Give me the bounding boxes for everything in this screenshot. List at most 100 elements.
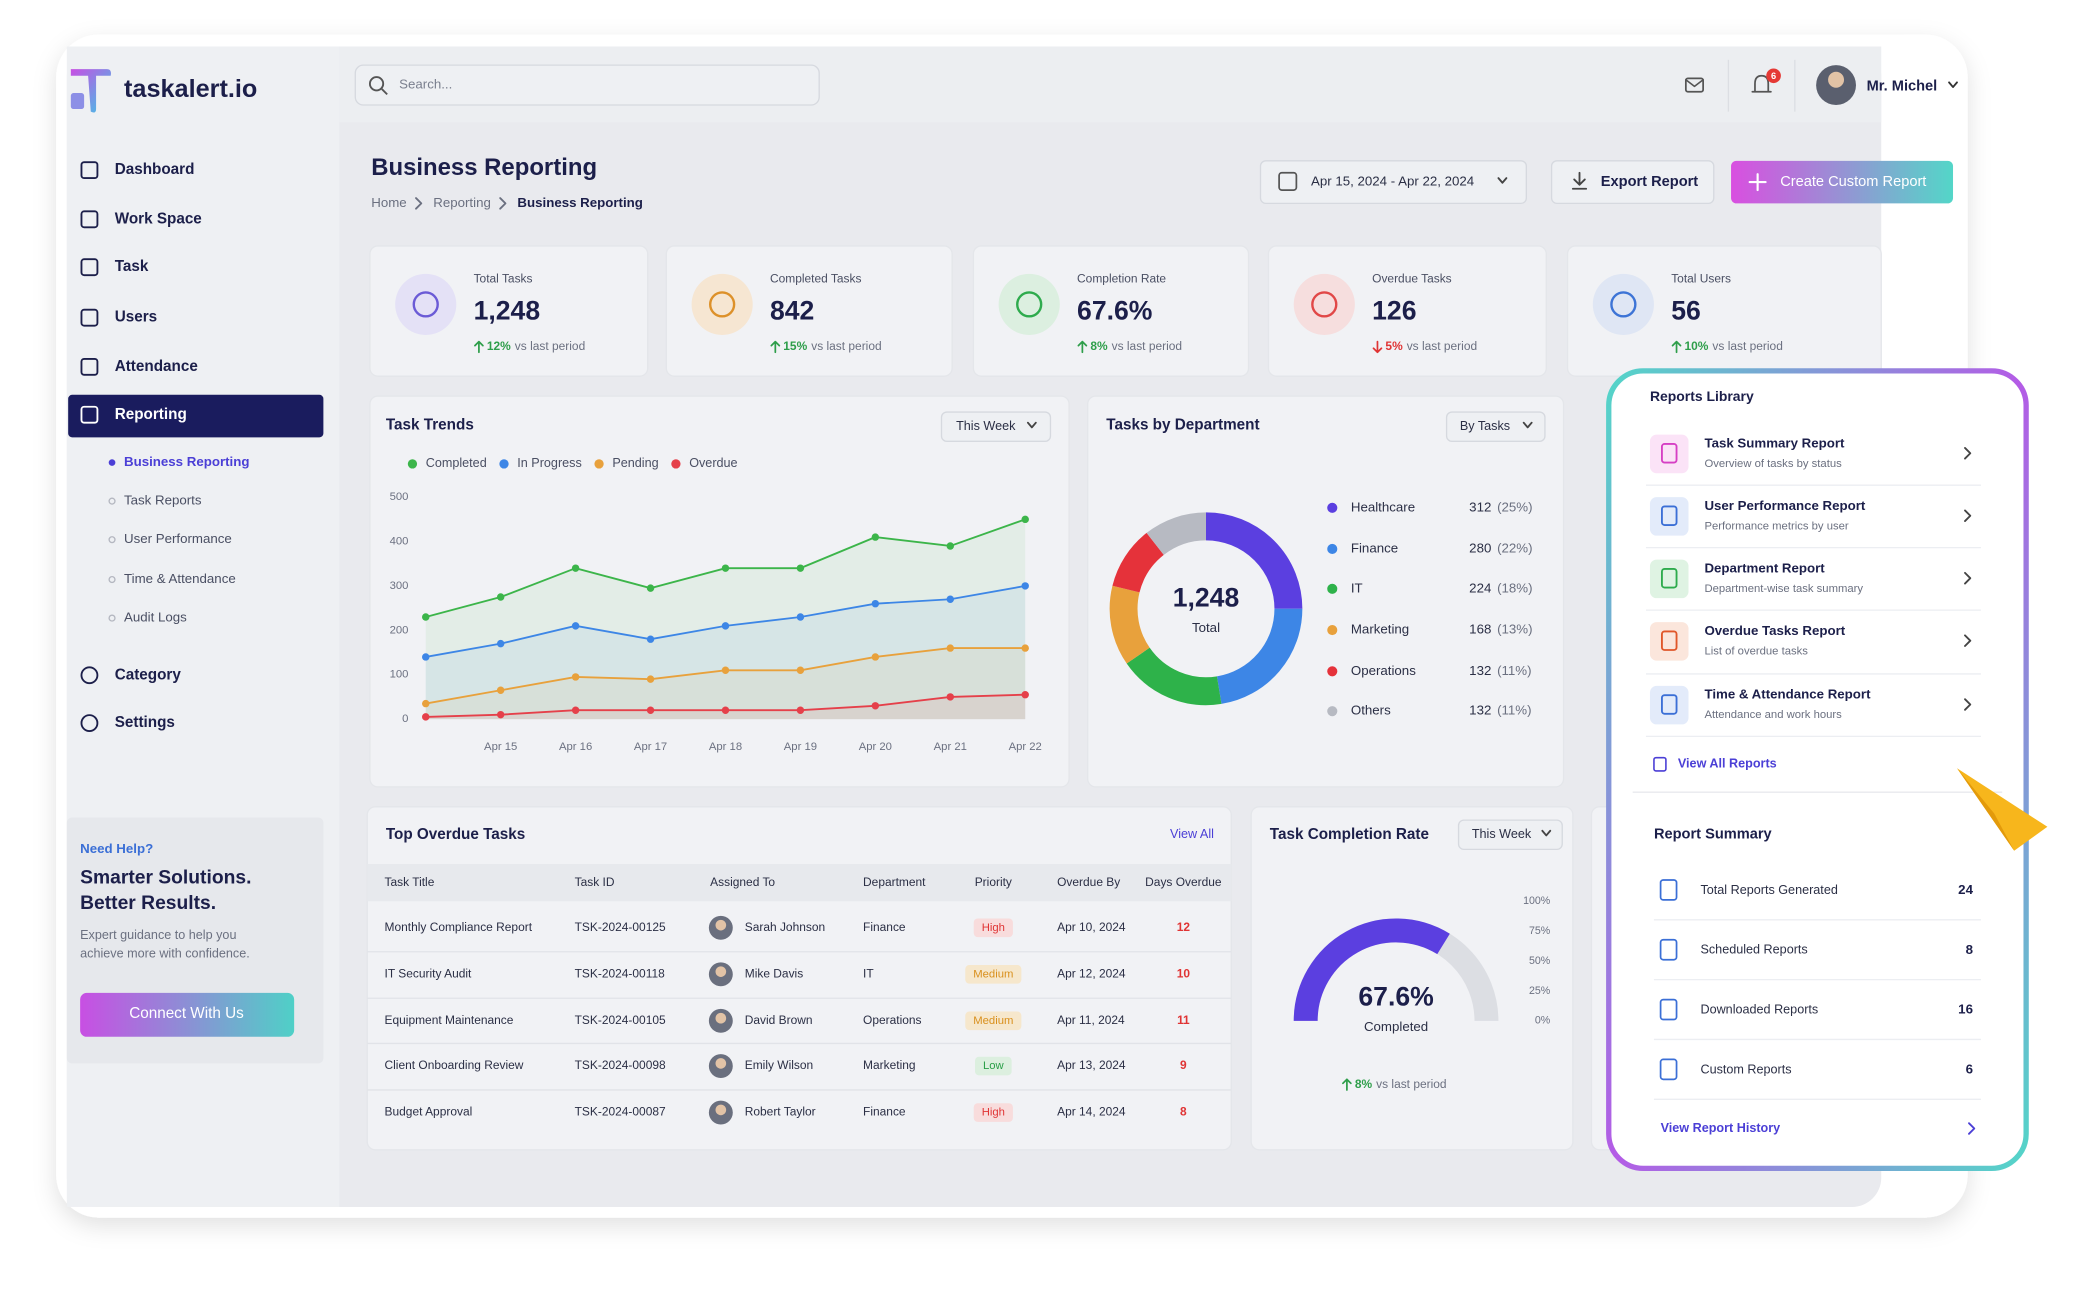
data-point xyxy=(496,710,505,719)
brand-name: taskalert.io xyxy=(124,75,257,103)
nav-item[interactable]: Users xyxy=(115,309,157,326)
breadcrumb-item[interactable]: Home xyxy=(371,195,406,210)
data-point xyxy=(871,702,880,710)
report-icon-bg[interactable] xyxy=(1649,685,1689,725)
filter-dropdown[interactable] xyxy=(940,411,1052,442)
nav-active[interactable] xyxy=(68,394,324,438)
data-point xyxy=(796,613,805,621)
chevron-icon xyxy=(1964,698,1972,711)
pct-label: (25%) xyxy=(1497,499,1532,514)
x-tick-label: Apr 22 xyxy=(1009,741,1042,753)
report-title[interactable]: User Performance Report xyxy=(1704,498,1865,513)
report-title[interactable]: Department Report xyxy=(1704,560,1825,575)
mail-icon xyxy=(1685,78,1704,88)
view-all-reports-link[interactable]: View All Reports xyxy=(1678,757,1777,771)
nav-item[interactable]: Category xyxy=(115,666,182,683)
chart-card xyxy=(1087,395,1565,788)
filter-label[interactable]: By Tasks xyxy=(1460,419,1510,433)
export-label[interactable]: Export Report xyxy=(1601,174,1699,190)
view-history-link[interactable]: View Report History xyxy=(1661,1121,1781,1135)
summary-count: 6 xyxy=(1966,1062,1973,1077)
subnav-item[interactable]: User Performance xyxy=(124,531,232,546)
cell: Apr 12, 2024 xyxy=(1057,966,1126,980)
connect-button[interactable] xyxy=(80,992,295,1037)
days-overdue: 9 xyxy=(1180,1058,1187,1072)
report-icon-bg[interactable] xyxy=(1649,497,1689,536)
dot xyxy=(108,614,116,622)
donut-segment xyxy=(1109,585,1150,664)
legend-swatch xyxy=(1327,583,1338,594)
nav-item[interactable]: Task xyxy=(115,258,149,275)
dot xyxy=(108,536,116,544)
value-label: 132 xyxy=(1469,663,1491,678)
breadcrumb-item[interactable]: Reporting xyxy=(433,195,491,210)
priority-badge: Medium xyxy=(973,1015,1013,1027)
filter-label[interactable]: This Week xyxy=(1472,827,1532,841)
dot xyxy=(708,291,736,318)
nav-item[interactable]: Dashboard xyxy=(115,161,195,178)
kpi-value: 126 xyxy=(1372,295,1416,325)
report-title[interactable]: Time & Attendance Report xyxy=(1704,687,1871,702)
kpi-note: vs last period xyxy=(1112,339,1182,353)
report-icon-bg[interactable] xyxy=(1649,559,1689,599)
section-title: Report Summary xyxy=(1654,827,1773,843)
report-icon-bg[interactable] xyxy=(1649,622,1689,661)
report-subtitle: Attendance and work hours xyxy=(1704,709,1842,721)
data-point xyxy=(946,542,955,550)
days-overdue: 8 xyxy=(1180,1105,1187,1119)
report-icon xyxy=(1660,505,1678,526)
kpi-delta: 15% xyxy=(783,339,807,353)
donut-segment xyxy=(1205,512,1303,610)
nav-item[interactable]: Reporting xyxy=(115,406,187,423)
summary-label: Scheduled Reports xyxy=(1700,943,1807,957)
data-point xyxy=(646,706,655,714)
report-title[interactable]: Overdue Tasks Report xyxy=(1704,623,1845,638)
nav-item[interactable]: Work Space xyxy=(115,210,202,227)
user-name[interactable]: Mr. Michel xyxy=(1867,78,1938,94)
help-text: Expert guidance to help you xyxy=(80,928,236,942)
view-all-link[interactable]: View All xyxy=(1170,827,1214,841)
gauge-note: vs last period xyxy=(1376,1077,1446,1091)
nav-item[interactable]: Settings xyxy=(115,714,175,731)
summary-count: 16 xyxy=(1958,1002,1973,1017)
report-icon-bg[interactable] xyxy=(1649,434,1689,474)
cell: Apr 11, 2024 xyxy=(1057,1013,1125,1027)
trend-arrow xyxy=(474,340,484,354)
date-picker[interactable] xyxy=(1259,160,1528,205)
dot xyxy=(1610,291,1637,318)
kpi-note: vs last period xyxy=(811,339,881,353)
dot xyxy=(108,459,116,466)
data-point xyxy=(646,675,655,683)
avatar xyxy=(1828,71,1845,88)
data-point xyxy=(796,666,805,674)
connect-button-label[interactable]: Connect With Us xyxy=(129,1005,244,1022)
nav-icon xyxy=(80,258,99,277)
filter-dropdown[interactable] xyxy=(1445,411,1546,442)
subnav-item[interactable]: Business Reporting xyxy=(124,454,249,469)
create-button[interactable] xyxy=(1731,160,1954,204)
filter-label[interactable]: This Week xyxy=(956,419,1016,433)
chevron-icon xyxy=(1964,447,1972,460)
priority-badge: Medium xyxy=(973,968,1013,980)
nav-item[interactable]: Attendance xyxy=(115,358,198,375)
data-point xyxy=(422,613,430,621)
legend-swatch xyxy=(1327,502,1338,513)
mail-icon[interactable] xyxy=(1684,77,1704,93)
filter-dropdown[interactable] xyxy=(1457,819,1563,851)
cell: Budget Approval xyxy=(385,1105,473,1119)
cell: Finance xyxy=(863,920,906,934)
legend-swatch xyxy=(1327,666,1338,677)
subnav-item[interactable]: Task Reports xyxy=(124,493,202,508)
create-label[interactable]: Create Custom Report xyxy=(1780,174,1926,190)
subnav-item[interactable]: Audit Logs xyxy=(124,610,187,625)
subnav-item[interactable]: Time & Attendance xyxy=(124,571,236,586)
report-title[interactable]: Task Summary Report xyxy=(1704,435,1845,450)
data-point xyxy=(721,622,730,630)
trend-arrow xyxy=(1372,340,1383,354)
priority-badge: Low xyxy=(983,1060,1005,1072)
cell: Emily Wilson xyxy=(745,1058,813,1072)
kpi-icon-bg xyxy=(395,273,457,335)
search-box[interactable] xyxy=(354,64,820,106)
export-button[interactable] xyxy=(1550,160,1715,205)
